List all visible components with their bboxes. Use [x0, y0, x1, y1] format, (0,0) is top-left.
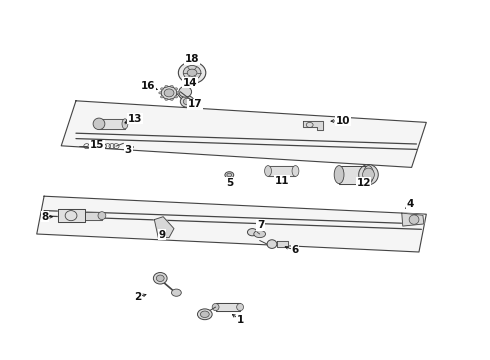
Text: 4: 4 [407, 199, 415, 210]
Ellipse shape [197, 309, 212, 320]
Ellipse shape [267, 240, 277, 248]
Text: 10: 10 [336, 116, 350, 126]
Text: 9: 9 [158, 230, 165, 240]
Ellipse shape [160, 88, 163, 90]
Ellipse shape [265, 166, 271, 176]
Ellipse shape [363, 168, 374, 181]
Ellipse shape [172, 289, 181, 296]
Polygon shape [58, 209, 85, 222]
Ellipse shape [179, 86, 192, 97]
Ellipse shape [159, 92, 162, 94]
Polygon shape [85, 212, 102, 220]
Text: 2: 2 [135, 292, 142, 302]
Ellipse shape [160, 96, 163, 98]
Ellipse shape [180, 96, 194, 107]
Ellipse shape [212, 303, 219, 311]
Ellipse shape [237, 303, 244, 311]
Ellipse shape [153, 273, 167, 284]
Polygon shape [216, 303, 240, 311]
Ellipse shape [171, 98, 173, 100]
Text: 13: 13 [127, 114, 142, 124]
Text: 8: 8 [42, 212, 49, 222]
Ellipse shape [122, 119, 128, 129]
Polygon shape [37, 196, 426, 252]
Text: 3: 3 [125, 145, 132, 156]
Ellipse shape [171, 85, 173, 87]
Text: 15: 15 [90, 140, 104, 150]
Ellipse shape [165, 98, 168, 100]
Ellipse shape [409, 215, 419, 224]
Ellipse shape [187, 69, 197, 76]
Polygon shape [154, 217, 174, 238]
Text: 16: 16 [141, 81, 155, 91]
Ellipse shape [176, 92, 179, 94]
Ellipse shape [200, 311, 209, 318]
Ellipse shape [183, 98, 191, 105]
Ellipse shape [93, 118, 105, 130]
Ellipse shape [227, 173, 232, 177]
Text: 17: 17 [188, 99, 202, 109]
Text: 7: 7 [257, 220, 265, 230]
Polygon shape [339, 166, 368, 184]
Ellipse shape [161, 86, 177, 99]
Ellipse shape [178, 62, 206, 84]
Polygon shape [402, 213, 424, 226]
Text: 1: 1 [237, 315, 244, 325]
Polygon shape [303, 121, 323, 130]
Polygon shape [277, 241, 288, 247]
Ellipse shape [334, 166, 344, 184]
Text: 6: 6 [292, 245, 298, 255]
Ellipse shape [364, 166, 373, 184]
Ellipse shape [254, 230, 266, 238]
Ellipse shape [95, 119, 101, 129]
Text: 18: 18 [185, 54, 199, 64]
Ellipse shape [164, 89, 174, 97]
Ellipse shape [175, 88, 178, 90]
Ellipse shape [156, 275, 164, 282]
Text: 5: 5 [226, 178, 233, 188]
Ellipse shape [183, 66, 201, 80]
Ellipse shape [225, 172, 234, 178]
Polygon shape [268, 166, 295, 176]
Ellipse shape [292, 166, 299, 176]
Polygon shape [61, 101, 426, 167]
Ellipse shape [165, 85, 168, 87]
Ellipse shape [175, 96, 178, 98]
Text: 12: 12 [356, 178, 371, 188]
Polygon shape [98, 119, 125, 129]
Ellipse shape [359, 165, 378, 185]
Text: 11: 11 [274, 176, 289, 186]
Ellipse shape [98, 212, 106, 220]
Text: 14: 14 [183, 78, 197, 88]
Ellipse shape [247, 229, 257, 236]
